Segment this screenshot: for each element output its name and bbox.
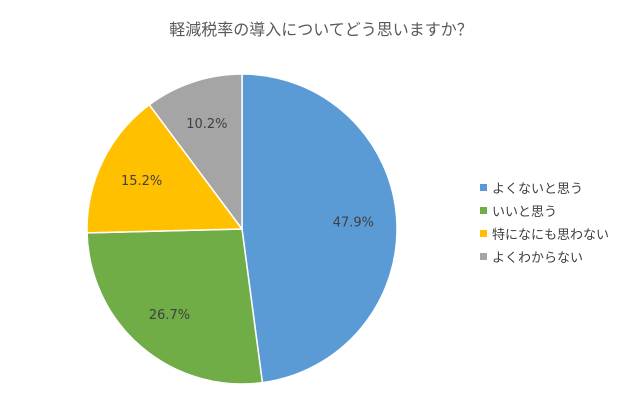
legend-label: よくないと思う (492, 182, 584, 197)
legend-swatch (480, 207, 487, 214)
chart-title: 軽減税率の導入についてどう思いますか？ (169, 20, 473, 39)
legend: よくないと思う いいと思う特になにも思わない よくわからない (480, 176, 609, 268)
legend-label: よくわからない (492, 251, 584, 266)
pie-slice (148, 73, 243, 232)
legend-label: 特になにも思わない (492, 228, 610, 243)
data-label: 26.7% (149, 308, 190, 323)
data-label: 15.2% (121, 174, 162, 189)
legend-item: よくないと思う (480, 176, 609, 199)
pie-slice (241, 73, 398, 384)
legend-swatch (480, 253, 487, 260)
legend-swatch (480, 184, 487, 191)
legend-item: よくわからない (480, 245, 609, 268)
legend-label: いいと思う (492, 205, 558, 220)
pie-slice (86, 103, 244, 234)
data-label: 10.2% (186, 117, 227, 132)
legend-item: 特になにも思わない (480, 222, 609, 245)
legend-item: いいと思う (480, 199, 609, 222)
legend-swatch (480, 230, 487, 237)
pie-slice (86, 228, 264, 385)
data-label: 47.9% (333, 216, 374, 231)
